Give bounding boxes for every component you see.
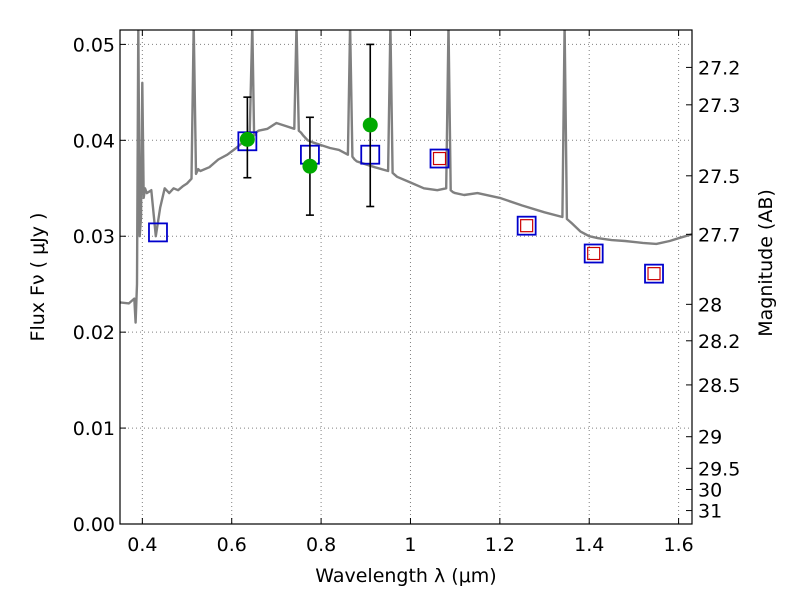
photometry-marker — [647, 267, 661, 281]
right-tick-label: 29.5 — [698, 458, 740, 480]
x-axis-label: Wavelength λ (μm) — [315, 565, 496, 587]
model-flux-marker — [583, 243, 604, 264]
right-tick-label: 31 — [698, 501, 722, 523]
right-tick-label: 28.2 — [698, 331, 740, 353]
measured-flux-point — [362, 117, 378, 133]
plot-frame — [119, 29, 693, 525]
y-tick-label: 0.04 — [73, 130, 115, 152]
y-tick-label: 0.00 — [73, 514, 115, 536]
measured-flux-point — [302, 158, 318, 174]
right-tick-label: 28 — [698, 294, 722, 316]
model-flux-marker — [516, 215, 537, 236]
x-tick-label: 0.6 — [217, 534, 247, 556]
axis-ticks: 0.4 0.6 0.8 1 1.2 1.4 1.6 0.00 0.01 0.02 0.03 0.04 0… — [73, 30, 740, 556]
y-tick-label: 0.03 — [73, 226, 115, 248]
right-tick-label: 28.5 — [698, 375, 740, 397]
spectrum-line — [120, 30, 692, 324]
y-tick-label: 0.05 — [73, 34, 115, 56]
spectrum-series — [120, 30, 692, 324]
model-flux-marker — [429, 148, 450, 169]
x-tick-label: 1.6 — [663, 534, 693, 556]
right-tick-label: 27.7 — [698, 224, 740, 246]
photometry-marker — [432, 151, 447, 166]
data-points — [148, 43, 664, 284]
y-axis-label: Flux Fν ( μJy ) — [27, 213, 49, 342]
x-tick-label: 1.2 — [485, 534, 515, 556]
x-tick-label: 0.8 — [306, 534, 336, 556]
measured-flux-point — [239, 131, 255, 147]
grid-lines — [120, 30, 692, 525]
photometry-marker — [520, 219, 534, 233]
right-tick-label: 30 — [698, 479, 722, 501]
x-tick-label: 1.4 — [574, 534, 604, 556]
right-tick-label: 27.3 — [698, 95, 740, 117]
right-tick-label: 27.2 — [698, 57, 740, 79]
y-axis-right-label: Magnitude (AB) — [755, 189, 777, 337]
right-tick-label: 29 — [698, 427, 722, 449]
x-tick-label: 0.4 — [127, 534, 157, 556]
photometry-marker — [587, 246, 601, 261]
y-tick-label: 0.01 — [73, 418, 115, 440]
y-tick-label: 0.02 — [73, 322, 115, 344]
model-flux-marker — [644, 263, 664, 284]
model-flux-marker — [148, 222, 168, 243]
right-tick-label: 27.5 — [698, 166, 740, 188]
x-tick-label: 1 — [404, 534, 416, 556]
